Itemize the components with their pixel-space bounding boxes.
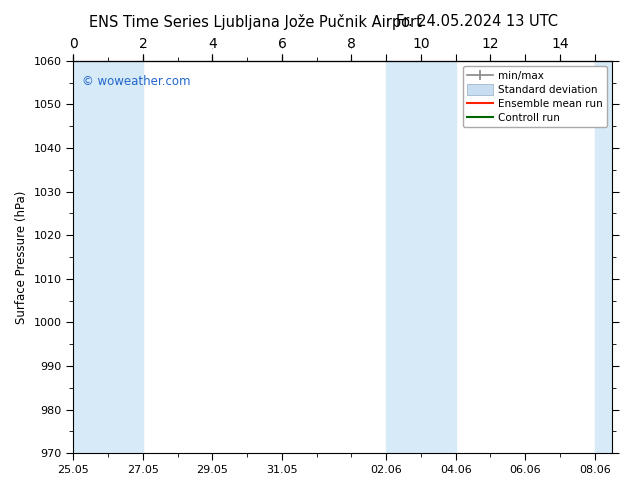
Legend: min/max, Standard deviation, Ensemble mean run, Controll run: min/max, Standard deviation, Ensemble me… <box>463 66 607 127</box>
Bar <box>386 61 421 453</box>
Bar <box>595 61 630 453</box>
Bar <box>421 61 456 453</box>
Text: ENS Time Series Ljubljana Jože Pučnik Airport: ENS Time Series Ljubljana Jože Pučnik Ai… <box>89 14 422 30</box>
Text: Fr. 24.05.2024 13 UTC: Fr. 24.05.2024 13 UTC <box>396 14 558 29</box>
Y-axis label: Surface Pressure (hPa): Surface Pressure (hPa) <box>15 190 28 324</box>
Bar <box>74 61 108 453</box>
Bar <box>108 61 143 453</box>
Text: © woweather.com: © woweather.com <box>82 74 190 88</box>
